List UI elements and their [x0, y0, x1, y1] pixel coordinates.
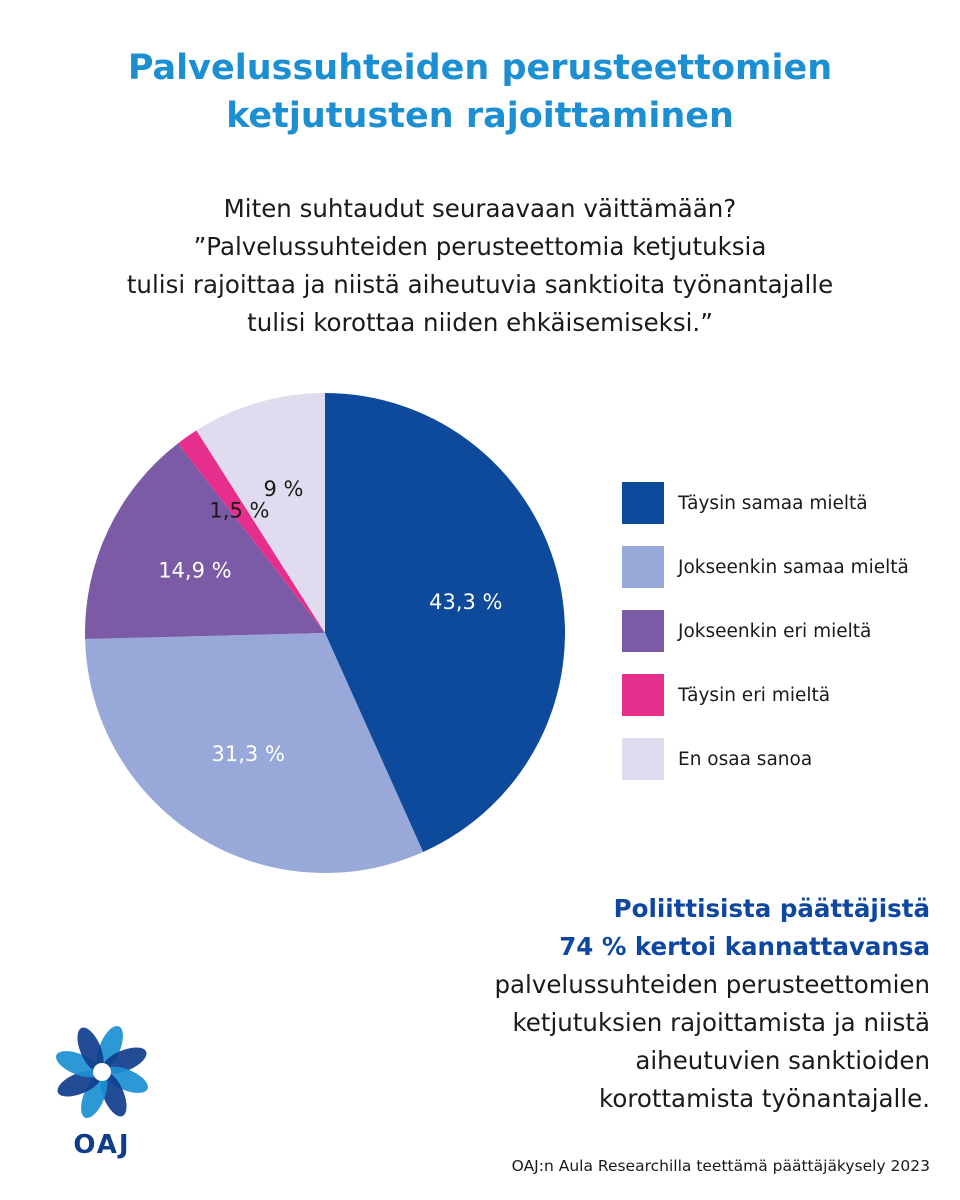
legend-item: Täysin samaa mieltä — [622, 482, 909, 524]
legend-item: Jokseenkin eri mieltä — [622, 610, 909, 652]
source-note: OAJ:n Aula Researchilla teettämä päättäj… — [511, 1157, 930, 1175]
title-line: ketjutusten rajoittaminen — [226, 96, 734, 136]
chart-legend: Täysin samaa mieltä Jokseenkin samaa mie… — [622, 482, 909, 802]
legend-label: Täysin eri mieltä — [678, 684, 831, 706]
legend-swatch — [622, 546, 664, 588]
highlight-note: Poliittisista päättäjistä 74 % kertoi ka… — [370, 890, 930, 1118]
legend-label: Täysin samaa mieltä — [678, 492, 868, 514]
logo-petal — [77, 1027, 104, 1072]
logo-petal — [104, 1066, 148, 1093]
legend-swatch — [622, 738, 664, 780]
logo-wordmark: OAJ — [73, 1130, 131, 1160]
legend-item: En osaa sanoa — [622, 738, 909, 780]
pie-slice-label: 9 % — [263, 477, 303, 501]
note-strong-line: 74 % kertoi kannattavansa — [559, 932, 930, 961]
note-body-line: palvelussuhteiden perusteettomien — [494, 970, 930, 999]
pie-slice-label: 14,9 % — [158, 558, 231, 582]
pie-slice-label: 43,3 % — [429, 590, 502, 614]
legend-label: Jokseenkin samaa mieltä — [678, 556, 909, 578]
logo-petal — [81, 1074, 108, 1118]
logo-petal — [56, 1051, 100, 1078]
question-line: ”Palvelussuhteiden perusteettomia ketjut… — [193, 232, 767, 261]
question-line: tulisi korottaa niiden ehkäisemiseksi.” — [247, 308, 713, 337]
legend-item: Täysin eri mieltä — [622, 674, 909, 716]
pie-slice — [85, 443, 325, 640]
pie-slice-label: 31,3 % — [212, 742, 285, 766]
pie-slice — [325, 393, 565, 853]
legend-label: Jokseenkin eri mieltä — [678, 620, 872, 642]
note-body-line: ketjutuksien rajoittamista ja niistä — [512, 1008, 930, 1037]
pie-slice — [196, 393, 325, 633]
chart-title: Palvelussuhteiden perusteettomien ketjut… — [0, 44, 960, 140]
question-line: Miten suhtaudut seuraavaan väittämään? — [223, 194, 737, 223]
pie-chart: 43,3 % 31,3 % 14,9 % 1,5 %9 % — [85, 393, 565, 873]
note-body-line: korottamista työnantajalle. — [599, 1084, 930, 1113]
note-body-line: aiheutuvien sanktioiden — [635, 1046, 930, 1075]
pie-slice-label: 1,5 % — [209, 498, 269, 522]
title-line: Palvelussuhteiden perusteettomien — [127, 48, 833, 88]
legend-swatch — [622, 482, 664, 524]
survey-question: Miten suhtaudut seuraavaan väittämään? ”… — [40, 190, 920, 342]
oaj-logo: OAJ — [52, 1022, 152, 1160]
legend-swatch — [622, 674, 664, 716]
pie-slice — [177, 430, 325, 633]
pie-slice — [85, 633, 424, 873]
note-strong-line: Poliittisista päättäjistä — [613, 894, 930, 923]
legend-swatch — [622, 610, 664, 652]
oaj-logo-icon — [56, 1026, 148, 1118]
legend-label: En osaa sanoa — [678, 748, 813, 770]
legend-item: Jokseenkin samaa mieltä — [622, 546, 909, 588]
question-line: tulisi rajoittaa ja niistä aiheutuvia sa… — [126, 270, 834, 299]
